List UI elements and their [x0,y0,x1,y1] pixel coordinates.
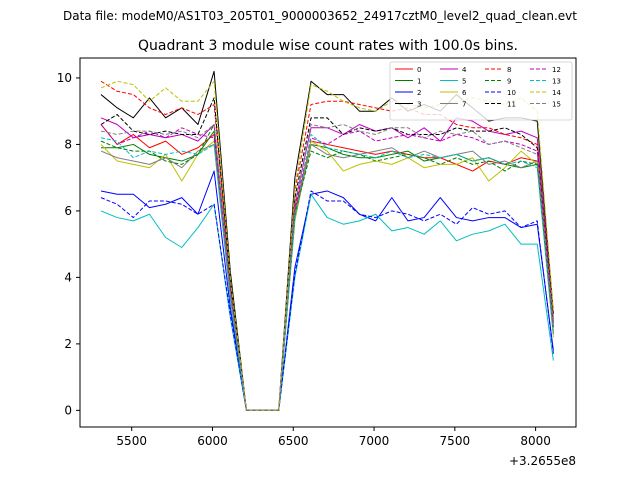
legend-label-9: 9 [507,78,511,86]
legend-label-11: 11 [507,101,516,109]
x-tick-label: 5500 [116,434,147,448]
legend-label-5: 5 [462,78,466,86]
y-tick-label: 6 [64,204,72,218]
legend-label-7: 7 [462,101,466,109]
series-line-0 [100,124,554,411]
series-line-10 [100,190,554,411]
legend-label-6: 6 [462,89,467,97]
series-line-5 [100,193,554,411]
x-tick-label: 7500 [440,434,471,448]
x-tick-label: 7000 [359,434,390,448]
series-line-7 [100,143,554,411]
y-axis: 0 2 4 6 8 10 [57,71,80,417]
legend-label-1: 1 [417,78,421,86]
y-tick-label: 10 [57,71,72,85]
series-line-15 [100,123,554,411]
legend-label-4: 4 [462,66,467,74]
y-tick-label: 0 [64,403,72,417]
legend-box [389,61,573,121]
legend-label-13: 13 [552,78,561,86]
chart-suptitle: Data file: modeM0/AS1T03_205T01_90000036… [63,9,577,23]
series-line-8 [100,80,554,411]
y-tick-label: 4 [64,270,72,284]
legend-label-8: 8 [507,66,511,74]
legend-label-2: 2 [417,89,421,97]
x-tick-label: 6500 [278,434,309,448]
x-offset-label: +3.2655e8 [509,454,576,468]
x-axis: 5500 6000 6500 7000 7500 8000 [116,427,551,448]
legend-label-14: 14 [552,89,561,97]
series-line-3 [100,70,554,411]
legend-label-0: 0 [417,66,421,74]
series-line-13 [100,133,554,411]
x-tick-label: 6000 [197,434,228,448]
series-line-2 [100,170,554,411]
x-tick-label: 8000 [520,434,551,448]
series-line-9 [100,123,554,411]
series-line-12 [100,124,554,411]
legend-label-10: 10 [507,89,516,97]
series-line-1 [101,130,554,411]
legend-label-3: 3 [417,101,421,109]
series-line-6 [100,140,554,411]
legend-label-15: 15 [552,101,561,109]
plot-frame [79,57,577,428]
series-layer [100,70,554,411]
legend-label-12: 12 [552,66,561,74]
series-line-14 [100,80,554,411]
y-tick-label: 2 [64,337,72,351]
series-line-11 [100,97,554,411]
y-tick-label: 8 [64,137,72,151]
chart-title: Quadrant 3 module wise count rates with … [138,38,518,54]
